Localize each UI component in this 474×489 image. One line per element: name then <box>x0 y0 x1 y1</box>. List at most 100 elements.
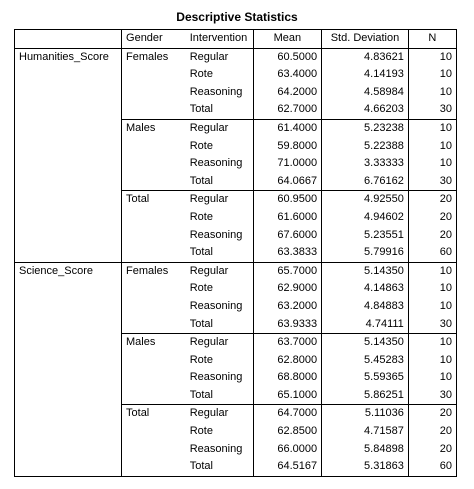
mean-value: 65.7000 <box>252 261 322 281</box>
std-deviation-value: 4.58984 <box>321 83 409 102</box>
n-value: 30 <box>407 315 458 334</box>
std-deviation-value: 4.66203 <box>321 101 409 120</box>
n-value: 10 <box>407 333 458 352</box>
table-row: Total 64.0667 6.76162 30 <box>15 172 458 191</box>
std-deviation-value: 5.11036 <box>321 404 409 424</box>
n-value: 10 <box>407 297 458 316</box>
mean-value: 64.0667 <box>252 172 322 191</box>
table-body: Humanities_Score Females Regular 60.5000 4.8… <box>13 47 458 477</box>
gender-label: Males <box>121 333 186 405</box>
n-value: 20 <box>407 404 458 424</box>
table-row: Total 64.5167 5.31863 60 <box>15 458 458 477</box>
header-mean: Mean <box>252 29 322 49</box>
std-deviation-value: 5.31863 <box>321 458 409 477</box>
table-row: Reasoning 71.0000 3.33333 10 <box>15 155 458 173</box>
n-value: 10 <box>407 280 458 298</box>
n-value: 20 <box>407 208 458 227</box>
mean-value: 60.9500 <box>252 190 322 209</box>
mean-value: 67.6000 <box>252 226 322 245</box>
mean-value: 63.7000 <box>252 333 322 352</box>
header-gender: Gender <box>121 29 186 49</box>
gender-label: Females <box>121 261 186 334</box>
mean-value: 64.2000 <box>252 83 322 102</box>
intervention-label: Rote <box>189 210 213 223</box>
std-deviation-value: 5.23238 <box>321 118 409 138</box>
std-deviation-value: 4.14193 <box>321 66 409 84</box>
std-deviation-value: 5.79916 <box>321 244 409 263</box>
mean-value: 60.5000 <box>252 47 322 67</box>
intervention-label: Reasoning <box>189 85 243 98</box>
n-value: 10 <box>407 351 458 370</box>
intervention-label: Total <box>189 388 213 401</box>
std-deviation-value: 3.33333 <box>321 155 409 173</box>
mean-value: 61.6000 <box>252 208 322 227</box>
intervention-label: Reasoning <box>189 442 243 455</box>
table-row: Rote 61.6000 4.94602 20 <box>15 208 458 227</box>
std-deviation-value: 4.92550 <box>321 190 409 209</box>
intervention-label: Rote <box>189 282 213 295</box>
mean-value: 65.1000 <box>252 386 322 405</box>
table-row: Reasoning 64.2000 4.58984 10 <box>15 83 458 102</box>
std-deviation-value: 4.84883 <box>321 297 409 316</box>
n-value: 30 <box>407 386 458 405</box>
mean-value: 68.8000 <box>252 369 322 387</box>
mean-value: 61.4000 <box>252 118 322 138</box>
intervention-label: Total <box>189 103 213 116</box>
n-value: 20 <box>407 190 458 209</box>
intervention-label: Regular <box>185 190 254 209</box>
n-value: 60 <box>407 244 458 263</box>
table-row: Total 65.1000 5.86251 30 <box>15 386 458 405</box>
n-value: 10 <box>407 66 458 84</box>
std-deviation-value: 4.94602 <box>321 208 409 227</box>
n-value: 10 <box>407 118 458 138</box>
table-title: Descriptive Statistics <box>176 10 298 24</box>
intervention-label: Regular <box>185 118 254 138</box>
intervention-label: Regular <box>185 404 254 424</box>
table-row: Rote 63.4000 4.14193 10 <box>15 66 458 84</box>
table-row: Rote 62.8000 5.45283 10 <box>15 351 458 370</box>
mean-value: 63.2000 <box>252 297 322 316</box>
intervention-label: Reasoning <box>189 371 243 384</box>
table-row: Males Regular 61.4000 5.23238 10 <box>15 118 458 191</box>
mean-value: 63.3833 <box>252 244 322 263</box>
mean-value: 64.5167 <box>252 458 322 477</box>
n-value: 10 <box>407 155 458 173</box>
table-row: Total 62.7000 4.66203 30 <box>15 101 458 120</box>
intervention-label: Total <box>189 174 213 187</box>
mean-value: 63.9333 <box>252 315 322 334</box>
n-value: 10 <box>407 137 458 156</box>
table-row: Rote 62.8500 4.71587 20 <box>15 423 458 441</box>
mean-value: 63.4000 <box>252 66 322 84</box>
factor-label: Humanities_Score <box>13 47 122 263</box>
table-row: Total Regular 64.7000 5.11036 20 <box>15 404 458 477</box>
intervention-label: Regular <box>185 47 254 67</box>
table-row: Rote 59.8000 5.22388 10 <box>15 137 458 156</box>
intervention-label: Rote <box>189 68 213 81</box>
descriptive-statistics-table: Gender Intervention Mean Std. Deviation … <box>13 29 458 477</box>
std-deviation-value: 4.14863 <box>321 280 409 298</box>
gender-label: Total <box>121 190 186 263</box>
std-deviation-value: 5.22388 <box>321 137 409 156</box>
gender-label: Females <box>121 47 186 120</box>
mean-value: 62.8000 <box>252 351 322 370</box>
table-row: Males Regular 63.7000 5.14350 10 <box>15 333 458 405</box>
header-std-deviation: Std. Deviation <box>321 29 409 49</box>
intervention-label: Rote <box>189 139 213 152</box>
std-deviation-value: 4.74111 <box>321 315 409 334</box>
std-deviation-value: 5.14350 <box>321 333 409 352</box>
header-row: Gender Intervention Mean Std. Deviation … <box>13 29 458 49</box>
n-value: 20 <box>407 440 458 459</box>
table-row: Total Regular 60.9500 4.92550 20 <box>15 190 458 263</box>
n-value: 10 <box>407 47 458 67</box>
mean-value: 71.0000 <box>252 155 322 173</box>
table-row: Science_Score Females Regular 65.7000 5.1435… <box>13 261 458 477</box>
n-value: 60 <box>407 458 458 477</box>
n-value: 10 <box>407 369 458 387</box>
table-row: Rote 62.9000 4.14863 10 <box>15 280 458 298</box>
gender-label: Males <box>121 118 186 191</box>
table-row: Reasoning 67.6000 5.23551 20 <box>15 226 458 245</box>
n-value: 30 <box>407 101 458 120</box>
intervention-label: Total <box>189 317 213 330</box>
intervention-label: Reasoning <box>189 228 243 241</box>
std-deviation-value: 5.14350 <box>321 261 409 281</box>
